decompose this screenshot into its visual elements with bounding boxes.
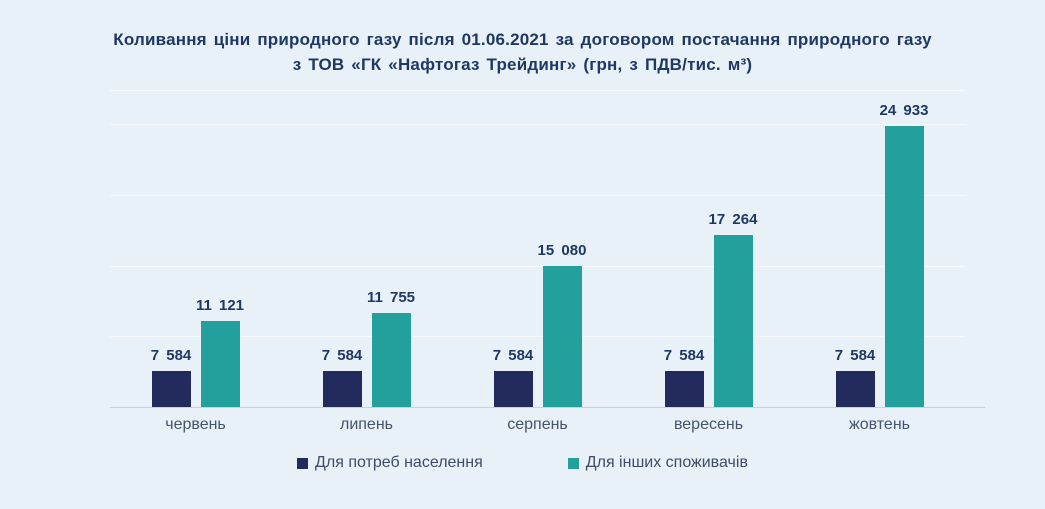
- bar-value-label-others-2: 15 080: [537, 242, 587, 259]
- bar-value-label-others-3: 17 264: [708, 211, 758, 228]
- legend-item-population: Для потреб населення: [297, 454, 483, 472]
- gridline: [110, 124, 965, 125]
- bar-value-label-others-0: 11 121: [195, 297, 245, 314]
- gridline: [110, 195, 965, 196]
- chart-title-line-2: з ТОВ «ГК «Нафтогаз Трейдинг» (грн, з ПД…: [292, 55, 753, 74]
- x-axis-label-1: липень: [339, 416, 394, 433]
- legend-item-others: Для інших споживачів: [567, 454, 748, 472]
- chart-title: Коливання ціни природного газу після 01.…: [0, 27, 1045, 77]
- bar-others-3: [713, 235, 753, 408]
- bar-population-1: [322, 371, 362, 408]
- bar-others-1: [371, 313, 411, 408]
- legend-swatch-others-icon: [567, 457, 579, 469]
- legend: Для потреб населення Для інших споживачі…: [0, 454, 1045, 472]
- x-axis-label-0: червень: [165, 416, 226, 433]
- legend-label-population: Для потреб населення: [315, 454, 483, 471]
- x-axis-label-3: вересень: [673, 416, 744, 433]
- x-axis-label-4: жовтень: [849, 416, 910, 433]
- bar-population-2: [493, 371, 533, 408]
- plot-area: 7 584 11 121 7 584 11 755 7 584 15 080 7 584 17…: [110, 90, 965, 408]
- chart-title-line-1: Коливання ціни природного газу після 01.…: [113, 30, 932, 49]
- gridline: [110, 336, 965, 337]
- bar-value-label-others-4: 24 933: [879, 102, 929, 119]
- bar-value-label-others-1: 11 755: [366, 289, 416, 306]
- legend-swatch-population-icon: [297, 457, 309, 469]
- legend-label-others: Для інших споживачів: [585, 454, 748, 471]
- bar-population-0: [151, 371, 191, 408]
- bar-others-0: [200, 321, 240, 408]
- bar-others-4: [884, 126, 924, 408]
- x-axis-line: [110, 407, 985, 408]
- plot-top-border: [110, 90, 965, 91]
- bar-value-label-population-4: 7 584: [834, 347, 876, 364]
- bar-population-3: [664, 371, 704, 408]
- gridline: [110, 266, 965, 267]
- bar-value-label-population-3: 7 584: [663, 347, 705, 364]
- bar-value-label-population-2: 7 584: [492, 347, 534, 364]
- x-axis-labels: червень липень серпень вересень жовтень: [110, 416, 965, 438]
- x-axis-label-2: серпень: [507, 416, 568, 433]
- bar-value-label-population-1: 7 584: [321, 347, 363, 364]
- bar-value-label-population-0: 7 584: [150, 347, 192, 364]
- bar-others-2: [542, 266, 582, 408]
- bar-population-4: [835, 371, 875, 408]
